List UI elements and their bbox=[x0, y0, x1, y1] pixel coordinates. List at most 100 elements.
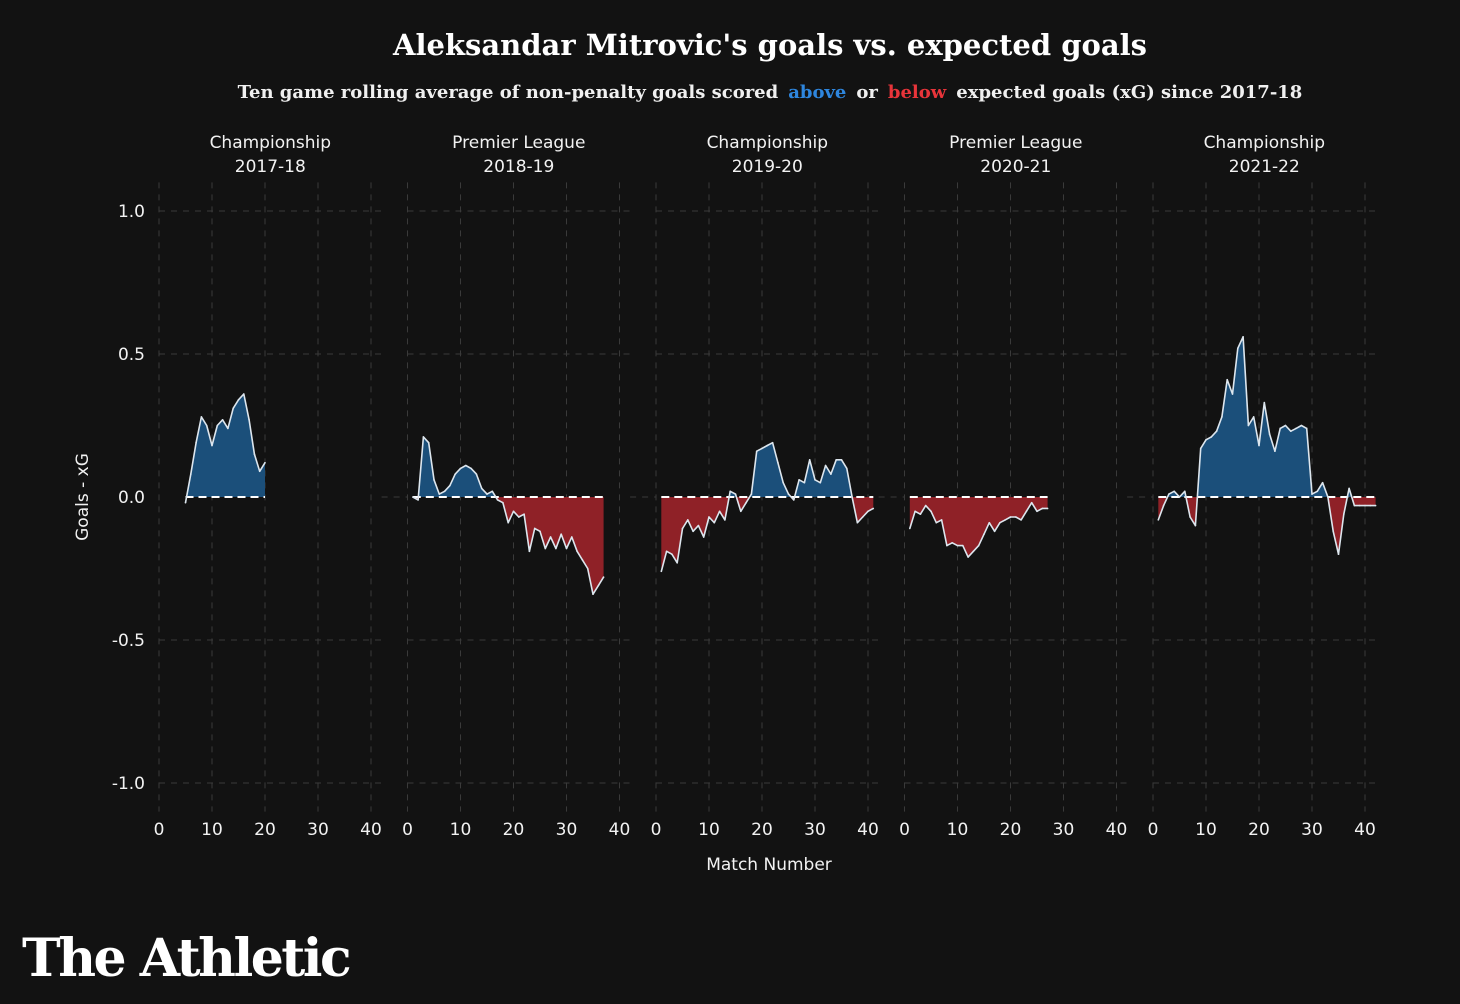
data-point bbox=[454, 473, 457, 475]
data-point bbox=[205, 424, 208, 427]
data-point bbox=[1252, 416, 1255, 418]
x-tick-label: 40 bbox=[857, 820, 879, 840]
area-above-xg bbox=[1158, 336, 1376, 497]
data-point bbox=[1173, 490, 1175, 493]
x-tick-label: 20 bbox=[503, 820, 525, 840]
data-point bbox=[1343, 513, 1345, 515]
data-point bbox=[1337, 553, 1340, 555]
x-tick-label: 0 bbox=[402, 820, 413, 840]
data-point bbox=[930, 510, 932, 513]
data-point bbox=[1247, 424, 1250, 427]
data-point bbox=[184, 501, 187, 504]
data-point bbox=[1348, 487, 1350, 490]
panel-title: Championship 2017-18 bbox=[210, 133, 331, 177]
data-point bbox=[935, 521, 938, 524]
data-point bbox=[1300, 424, 1303, 427]
data-point bbox=[1194, 524, 1197, 527]
data-point bbox=[417, 499, 419, 501]
data-point bbox=[1025, 510, 1028, 513]
data-point bbox=[518, 516, 520, 518]
data-point bbox=[597, 584, 600, 587]
data-point bbox=[496, 499, 499, 501]
panel-2: Premier League 2018-19 0 10 20 30 40 bbox=[402, 133, 656, 840]
data-point bbox=[946, 544, 948, 547]
data-point bbox=[560, 533, 562, 535]
x-tick-label: 30 bbox=[556, 820, 578, 840]
data-point bbox=[243, 393, 245, 395]
x-tick-label: 30 bbox=[1301, 820, 1323, 840]
data-point bbox=[512, 510, 515, 513]
data-point bbox=[528, 550, 531, 553]
x-tick-label: 0 bbox=[1148, 820, 1159, 840]
data-point bbox=[676, 561, 678, 564]
data-point bbox=[983, 533, 985, 535]
data-point bbox=[729, 490, 731, 493]
data-point bbox=[412, 496, 414, 498]
data-point bbox=[740, 510, 742, 513]
data-point bbox=[914, 510, 916, 513]
data-point bbox=[787, 493, 790, 495]
data-point bbox=[486, 493, 488, 495]
data-point bbox=[1030, 501, 1033, 504]
data-point bbox=[549, 536, 552, 538]
panel-title-line: 2018-19 bbox=[483, 157, 554, 177]
data-point bbox=[258, 470, 261, 473]
data-point bbox=[951, 541, 953, 544]
data-point bbox=[1020, 519, 1022, 521]
panel-title-line: Championship bbox=[707, 133, 828, 153]
data-point bbox=[190, 473, 192, 475]
data-point bbox=[555, 547, 557, 550]
data-point bbox=[713, 521, 716, 524]
data-point bbox=[660, 570, 663, 573]
data-point bbox=[755, 450, 758, 453]
x-tick-label: 30 bbox=[307, 820, 329, 840]
data-point bbox=[1316, 490, 1319, 493]
x-tick-label: 20 bbox=[1248, 820, 1270, 840]
data-point bbox=[227, 427, 229, 430]
data-point bbox=[687, 519, 689, 521]
brand-logo: The Athletic bbox=[22, 928, 352, 989]
data-point bbox=[872, 507, 875, 510]
data-point bbox=[814, 479, 816, 481]
data-point bbox=[576, 550, 578, 553]
panel-title-line: Premier League bbox=[949, 133, 1082, 153]
x-tick-label: 10 bbox=[201, 820, 223, 840]
panel-title: Premier League 2018-19 bbox=[452, 133, 585, 177]
data-point bbox=[782, 481, 784, 484]
data-point bbox=[681, 527, 684, 530]
data-point bbox=[465, 464, 467, 467]
data-point bbox=[1284, 424, 1287, 427]
data-point bbox=[1046, 507, 1049, 510]
data-point bbox=[216, 424, 219, 427]
data-point bbox=[507, 521, 510, 524]
data-point bbox=[200, 416, 203, 418]
area-below-xg bbox=[412, 497, 604, 595]
panel-1: Championship 2017-18 0 10 20 30 40 bbox=[154, 133, 408, 840]
data-point bbox=[919, 513, 922, 515]
x-tick-label: 20 bbox=[751, 820, 773, 840]
chart-title: Aleksandar Mitrovic's goals vs. expected… bbox=[393, 28, 1147, 62]
data-point bbox=[1199, 447, 1202, 450]
area-below-xg bbox=[661, 497, 874, 572]
data-point bbox=[924, 504, 927, 507]
data-point bbox=[824, 464, 827, 467]
data-point bbox=[502, 501, 504, 504]
subtitle-below: below bbox=[887, 82, 947, 103]
data-point bbox=[909, 527, 911, 530]
data-point bbox=[248, 418, 250, 421]
data-point bbox=[840, 459, 843, 461]
data-point bbox=[1369, 504, 1372, 507]
x-tick-label: 20 bbox=[254, 820, 276, 840]
y-tick-label: -0.5 bbox=[112, 631, 145, 651]
data-point bbox=[1290, 430, 1292, 433]
data-point bbox=[665, 550, 668, 553]
data-point bbox=[856, 521, 859, 524]
data-point bbox=[586, 567, 589, 570]
data-point bbox=[491, 490, 494, 493]
data-point bbox=[724, 519, 726, 521]
data-point bbox=[1353, 504, 1356, 507]
data-point bbox=[771, 441, 774, 444]
y-tick-label: 1.0 bbox=[118, 202, 145, 222]
data-point bbox=[1258, 444, 1260, 447]
x-tick-label: 10 bbox=[1195, 820, 1217, 840]
